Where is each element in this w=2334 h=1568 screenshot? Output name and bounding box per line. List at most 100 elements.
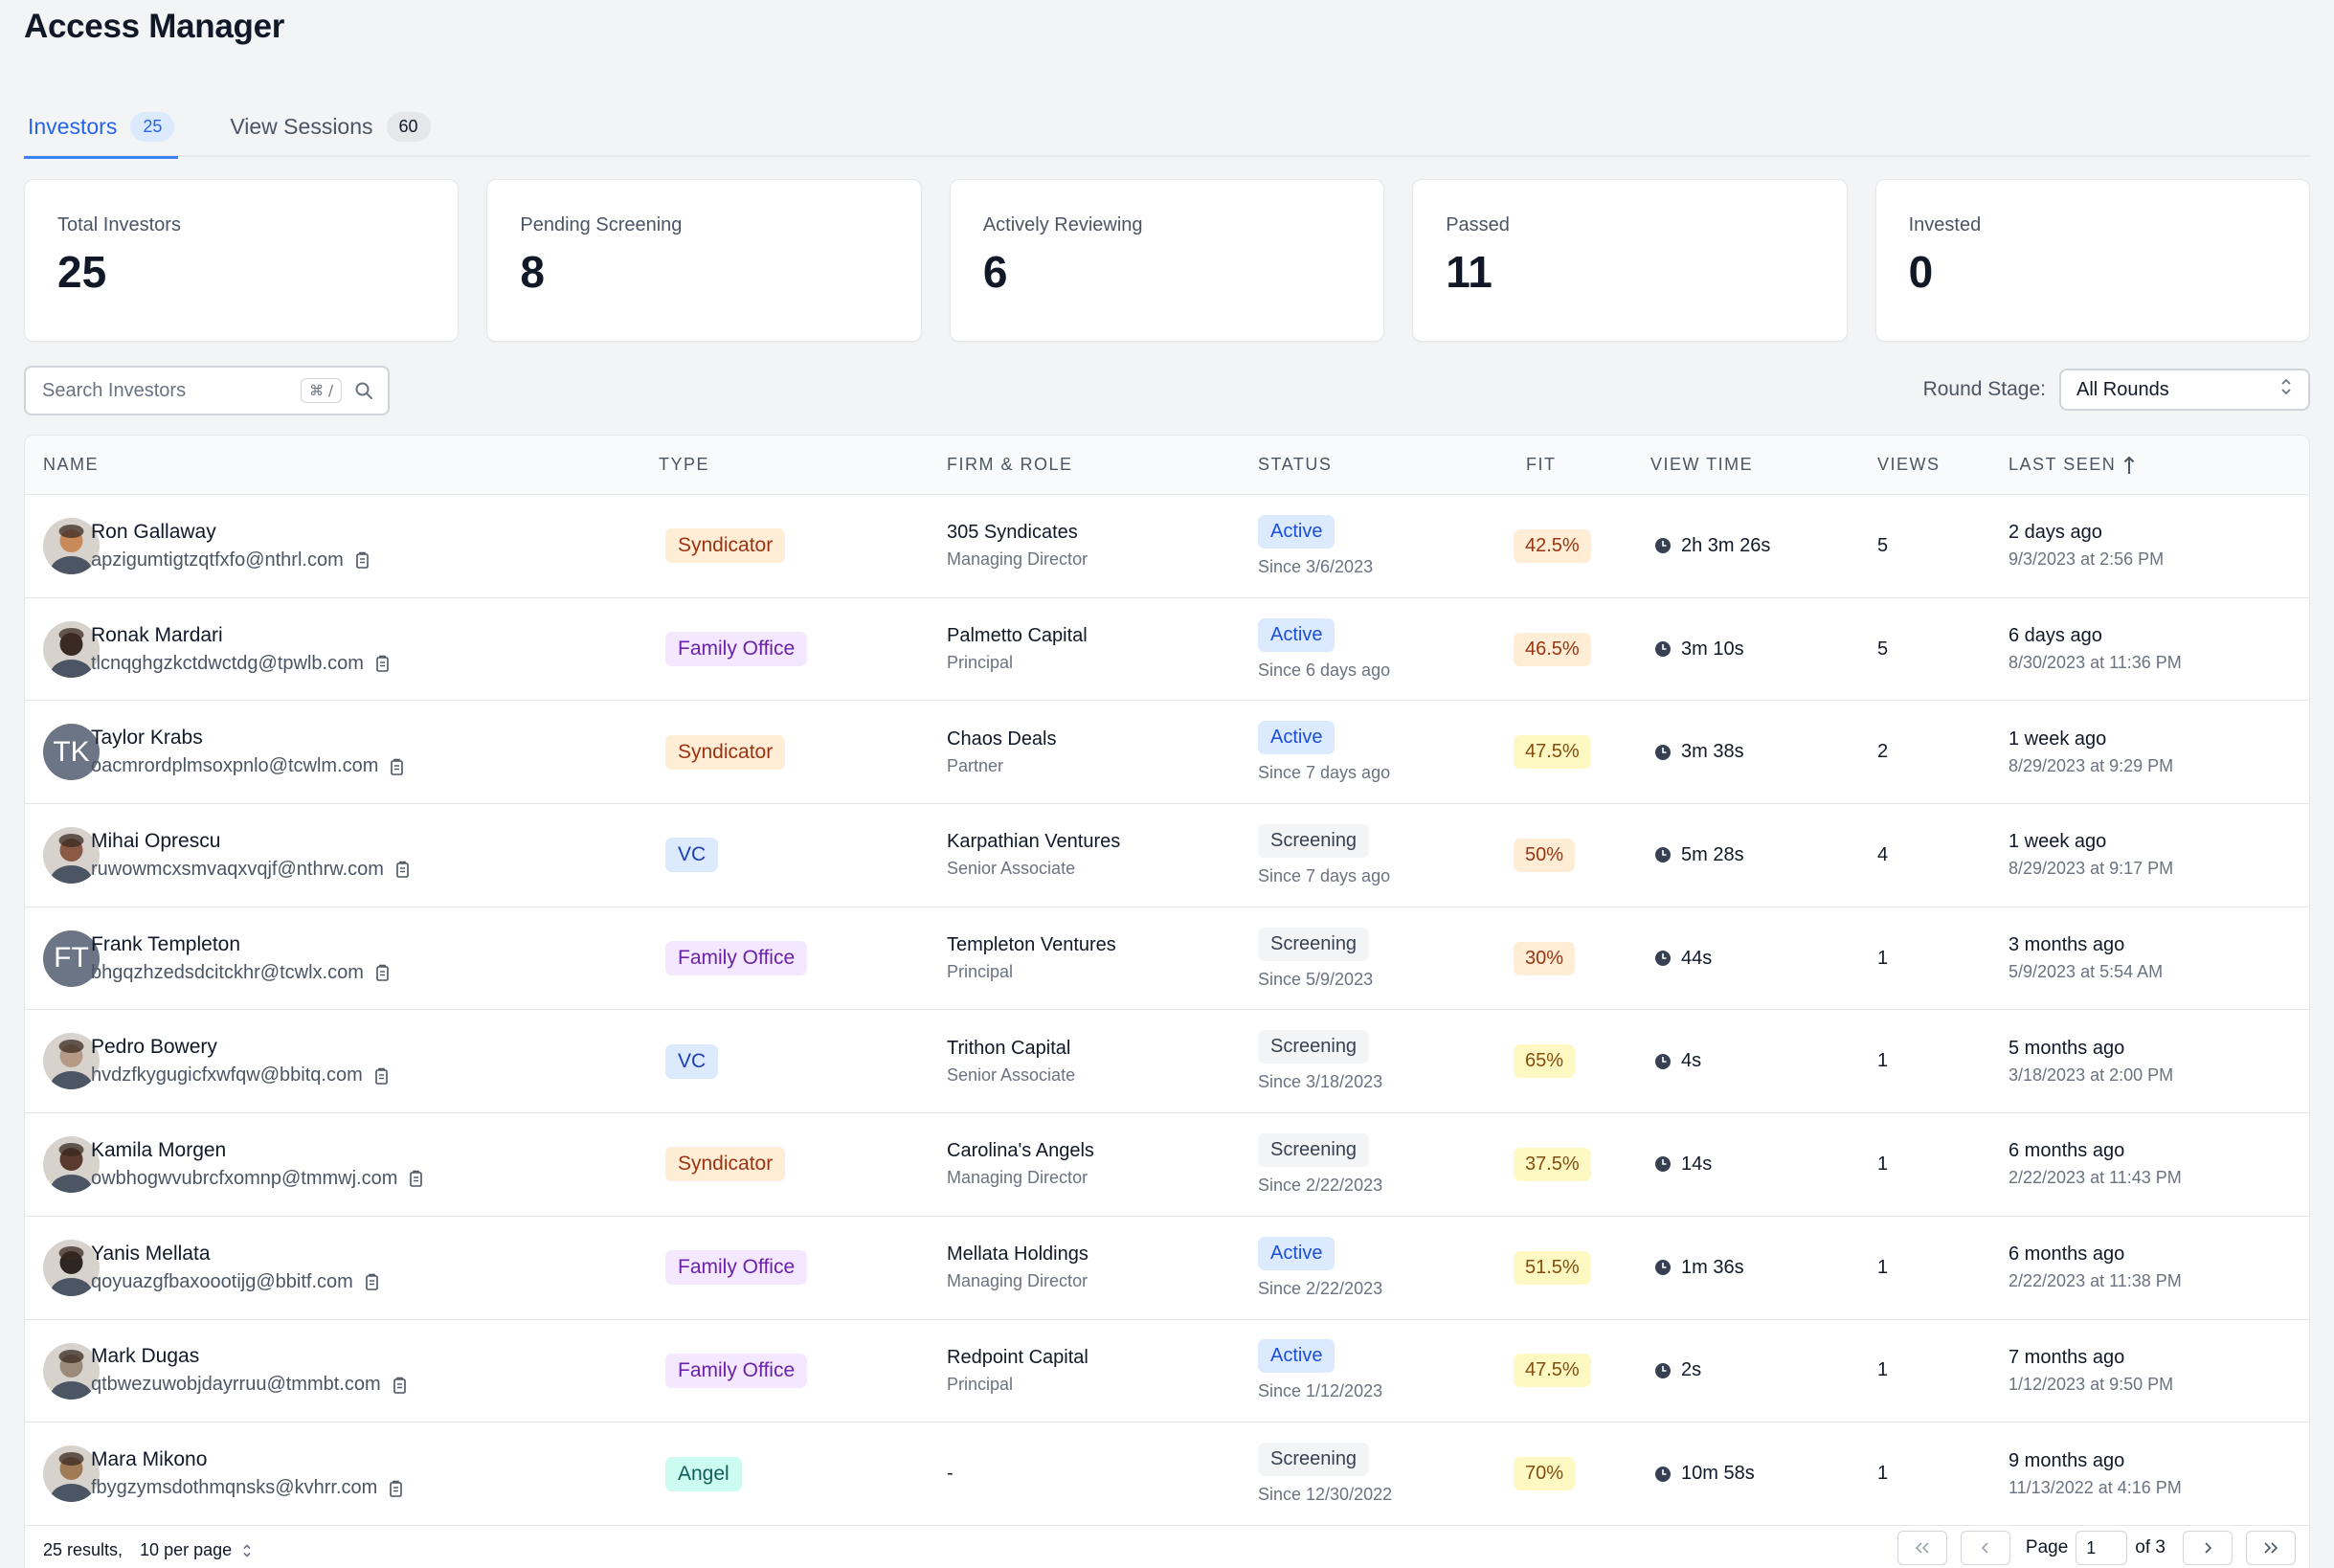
type-badge: Syndicator [665, 1147, 786, 1182]
tab-label: View Sessions [230, 113, 373, 139]
round-stage-select[interactable]: All Rounds [2059, 369, 2310, 411]
investor-name[interactable]: Pedro Bowery [91, 1036, 217, 1059]
copy-icon[interactable] [351, 549, 372, 571]
last-seen-relative: 9 months ago [2009, 1449, 2125, 1471]
table-row[interactable]: TK Taylor Krabs oacmrordplmsoxpnlo@tcwlm… [25, 701, 2309, 805]
investor-email-row: oacmrordplmsoxpnlo@tcwlm.com [91, 755, 407, 777]
role: Managing Director [947, 1271, 1088, 1291]
table-row[interactable]: Kamila Morgen owbhogwvubrcfxomnp@tmmwj.c… [25, 1113, 2309, 1217]
last-seen-relative: 1 week ago [2009, 728, 2107, 750]
investor-name[interactable]: Yanis Mellata [91, 1242, 211, 1265]
col-header-views[interactable]: VIEWS [1877, 455, 1941, 474]
fit-badge: 70% [1514, 1457, 1576, 1491]
view-time: 2s [1681, 1359, 1702, 1381]
clock-icon [1654, 1466, 1672, 1483]
col-header-firm-role[interactable]: FIRM & ROLE [947, 455, 1073, 474]
col-header-last-seen-label: LAST SEEN [2009, 455, 2117, 474]
view-time: 1m 36s [1681, 1256, 1744, 1278]
fit-cell: 47.5% [1514, 1320, 1591, 1422]
investor-name[interactable]: Mihai Oprescu [91, 829, 221, 852]
view-time: 5m 28s [1681, 843, 1744, 865]
tab-investors[interactable]: Investors 25 [24, 96, 179, 159]
col-header-last-seen[interactable]: LAST SEEN [2009, 455, 2135, 476]
stat-card-passed: Passed 11 [1412, 179, 1848, 342]
per-page-select[interactable]: 10 per page [140, 1540, 253, 1560]
col-header-status[interactable]: STATUS [1258, 455, 1333, 474]
copy-icon[interactable] [361, 1271, 382, 1292]
table-row[interactable]: Mara Mikono fbygzymsdothmqnsks@kvhrr.com… [25, 1422, 2309, 1526]
col-header-view-time[interactable]: VIEW TIME [1650, 455, 1754, 474]
name-cell: Ronak Mardari tlcnqghgzkctdwctdg@tpwlb.c… [91, 598, 393, 701]
table-row[interactable]: Ronak Mardari tlcnqghgzkctdwctdg@tpwlb.c… [25, 598, 2309, 702]
firm-role-cell: Carolina's Angels Managing Director [947, 1113, 1094, 1216]
page-total: of 3 [2135, 1537, 2166, 1557]
first-page-button[interactable] [1896, 1531, 1947, 1565]
investor-name[interactable]: Mark Dugas [91, 1345, 200, 1368]
last-seen-relative: 2 days ago [2009, 522, 2102, 544]
investor-name[interactable]: Kamila Morgen [91, 1138, 227, 1161]
last-page-button[interactable] [2246, 1531, 2296, 1565]
status-badge[interactable]: Active [1258, 1339, 1335, 1374]
status-cell: Active Since 2/22/2023 [1258, 1217, 1382, 1319]
investor-email: ruwowmcxsmvaqxvqjf@nthrw.com [91, 858, 384, 880]
copy-icon[interactable] [392, 859, 413, 880]
status-badge[interactable]: Screening [1258, 1132, 1370, 1167]
copy-icon[interactable] [386, 756, 407, 777]
investors-table: NAME TYPE FIRM & ROLE STATUS FIT VIEW TI… [24, 435, 2310, 1568]
stat-card-total-investors: Total Investors 25 [24, 179, 460, 342]
status-badge[interactable]: Active [1258, 514, 1335, 549]
clock-icon [1654, 1155, 1672, 1173]
results-summary: 25 results, 10 per page [43, 1540, 253, 1560]
status-badge[interactable]: Active [1258, 617, 1335, 652]
type-badge: Angel [665, 1456, 742, 1491]
table-row[interactable]: Yanis Mellata qoyuazgfbaxoootijg@bbitf.c… [25, 1217, 2309, 1320]
copy-icon[interactable] [371, 962, 393, 983]
investor-email: tlcnqghgzkctdwctdg@tpwlb.com [91, 652, 364, 674]
investor-name[interactable]: Ronak Mardari [91, 623, 223, 646]
investor-name[interactable]: Mara Mikono [91, 1448, 208, 1471]
copy-icon[interactable] [385, 1478, 406, 1499]
table-row[interactable]: Ron Gallaway apzigumtigtzqtfxfo@nthrl.co… [25, 495, 2309, 598]
investor-email: oacmrordplmsoxpnlo@tcwlm.com [91, 755, 379, 777]
avatar: TK [43, 724, 100, 781]
copy-icon[interactable] [405, 1168, 426, 1189]
col-header-name[interactable]: NAME [43, 455, 100, 474]
status-badge[interactable]: Active [1258, 721, 1335, 755]
copy-icon[interactable] [371, 653, 393, 674]
tab-view-sessions[interactable]: View Sessions 60 [226, 96, 434, 157]
status-since: Since 12/30/2022 [1258, 1485, 1393, 1505]
fit-badge: 51.5% [1514, 1250, 1591, 1285]
table-row[interactable]: Mihai Oprescu ruwowmcxsmvaqxvqjf@nthrw.c… [25, 804, 2309, 907]
stat-card-actively-reviewing: Actively Reviewing 6 [949, 179, 1385, 342]
view-count: 5 [1877, 534, 1889, 556]
page-number-input[interactable]: 1 [2076, 1531, 2128, 1565]
firm-name: Mellata Holdings [947, 1243, 1088, 1266]
fit-cell: 65% [1514, 1010, 1576, 1112]
next-page-button[interactable] [2183, 1531, 2233, 1565]
table-row[interactable]: FT Frank Templeton bhgqzhzedsdcitckhr@tc… [25, 907, 2309, 1011]
role: Managing Director [947, 549, 1088, 570]
status-badge[interactable]: Screening [1258, 1443, 1370, 1477]
copy-icon[interactable] [370, 1065, 392, 1086]
investor-name[interactable]: Ron Gallaway [91, 520, 216, 543]
status-badge[interactable]: Screening [1258, 927, 1370, 961]
investor-email: bhgqzhzedsdcitckhr@tcwlx.com [91, 961, 364, 983]
last-seen-relative: 6 days ago [2009, 625, 2102, 647]
status-badge[interactable]: Screening [1258, 1030, 1370, 1064]
status-badge[interactable]: Active [1258, 1236, 1335, 1270]
investor-name[interactable]: Taylor Krabs [91, 727, 203, 750]
previous-page-button[interactable] [1960, 1531, 2010, 1565]
investor-name[interactable]: Frank Templeton [91, 932, 241, 955]
table-row[interactable]: Pedro Bowery hvdzfkygugicfxwfqw@bbitq.co… [25, 1010, 2309, 1114]
copy-icon[interactable] [389, 1375, 410, 1396]
search-input[interactable] [42, 379, 302, 402]
view-count: 1 [1877, 1463, 1889, 1485]
search-icon[interactable] [353, 380, 374, 401]
name-cell: Frank Templeton bhgqzhzedsdcitckhr@tcwlx… [91, 907, 393, 1010]
col-header-type[interactable]: TYPE [659, 455, 710, 474]
col-header-fit[interactable]: FIT [1526, 455, 1557, 474]
name-cell: Taylor Krabs oacmrordplmsoxpnlo@tcwlm.co… [91, 701, 407, 803]
table-row[interactable]: Mark Dugas qtbwezuwobjdayrruu@tmmbt.com … [25, 1320, 2309, 1423]
pagination: Page 1 of 3 [1896, 1531, 2296, 1565]
status-badge[interactable]: Screening [1258, 823, 1370, 858]
